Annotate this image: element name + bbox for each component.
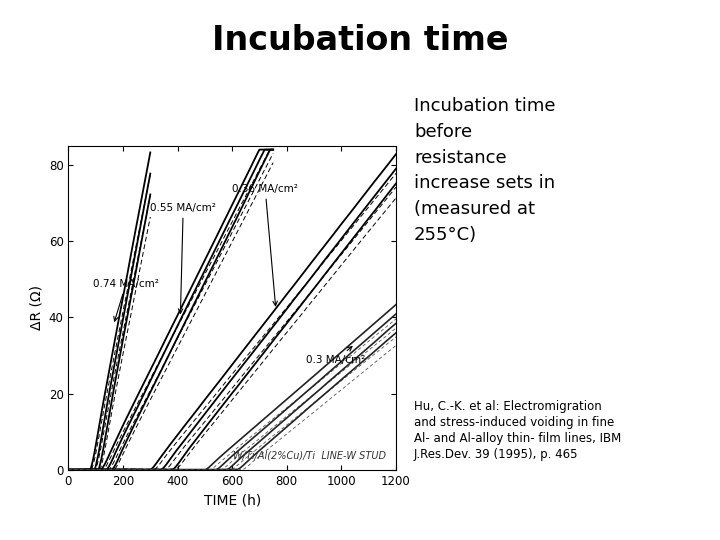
- Y-axis label: ΔR (Ω): ΔR (Ω): [29, 285, 43, 330]
- Text: W/Ti/Al(2%Cu)/Ti  LINE-W STUD: W/Ti/Al(2%Cu)/Ti LINE-W STUD: [233, 450, 386, 460]
- Text: 0.55 MA/cm²: 0.55 MA/cm²: [150, 202, 216, 313]
- Text: 0.74 MA/cm²: 0.74 MA/cm²: [93, 279, 159, 321]
- X-axis label: TIME (h): TIME (h): [204, 493, 261, 507]
- Text: Incubation time: Incubation time: [212, 24, 508, 57]
- Text: 0.36 MA/cm²: 0.36 MA/cm²: [232, 184, 298, 306]
- Text: Hu, C.-K. et al: Electromigration
and stress-induced voiding in fine
Al- and Al-: Hu, C.-K. et al: Electromigration and st…: [414, 400, 621, 461]
- Text: Incubation time
before
resistance
increase sets in
(measured at
255°C): Incubation time before resistance increa…: [414, 97, 556, 244]
- Text: 0.3 MA/cm²: 0.3 MA/cm²: [306, 347, 365, 365]
